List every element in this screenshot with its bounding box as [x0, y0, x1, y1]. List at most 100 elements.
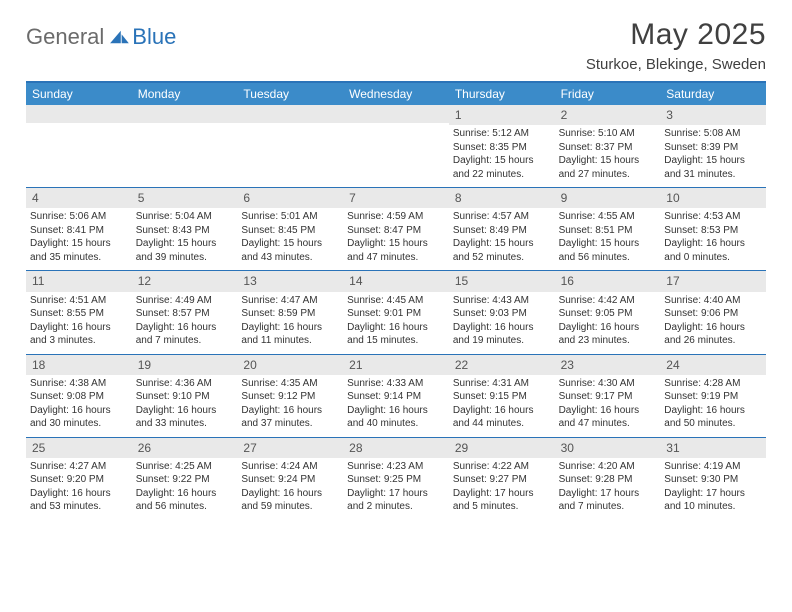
daylight-text: Daylight: 16 hours and 37 minutes.	[241, 404, 339, 431]
sunset-text: Sunset: 8:37 PM	[559, 141, 657, 155]
daylight-text: Daylight: 16 hours and 0 minutes.	[664, 237, 762, 264]
sunrise-text: Sunrise: 4:51 AM	[30, 294, 128, 308]
sunrise-text: Sunrise: 4:28 AM	[664, 377, 762, 391]
daylight-text: Daylight: 17 hours and 2 minutes.	[347, 487, 445, 514]
day-cell: 3Sunrise: 5:08 AMSunset: 8:39 PMDaylight…	[660, 105, 766, 187]
sunrise-text: Sunrise: 4:49 AM	[136, 294, 234, 308]
daylight-text: Daylight: 17 hours and 7 minutes.	[559, 487, 657, 514]
empty-cell	[343, 105, 449, 187]
sunrise-text: Sunrise: 4:35 AM	[241, 377, 339, 391]
sunset-text: Sunset: 8:47 PM	[347, 224, 445, 238]
day-number: 23	[555, 355, 661, 375]
daylight-text: Daylight: 15 hours and 35 minutes.	[30, 237, 128, 264]
day-number: 3	[660, 105, 766, 125]
day-number: 31	[660, 438, 766, 458]
sunrise-text: Sunrise: 4:20 AM	[559, 460, 657, 474]
sunrise-text: Sunrise: 4:59 AM	[347, 210, 445, 224]
daylight-text: Daylight: 16 hours and 26 minutes.	[664, 321, 762, 348]
sunset-text: Sunset: 9:01 PM	[347, 307, 445, 321]
day-cell: 5Sunrise: 5:04 AMSunset: 8:43 PMDaylight…	[132, 188, 238, 270]
sunrise-text: Sunrise: 4:57 AM	[453, 210, 551, 224]
day-number: 6	[237, 188, 343, 208]
sunset-text: Sunset: 8:49 PM	[453, 224, 551, 238]
day-number: 11	[26, 271, 132, 291]
week-row: 1 Sunrise: 5:12 AMSunset: 8:35 PM Daylight…	[26, 105, 766, 187]
sunset-text: Sunset: 9:17 PM	[559, 390, 657, 404]
sunrise-text: Sunrise: 5:01 AM	[241, 210, 339, 224]
sunrise-text: Sunrise: 4:45 AM	[347, 294, 445, 308]
sunrise-text: Sunrise: 5:12 AM	[453, 127, 551, 141]
daylight-text: Daylight: 15 hours and 27 minutes.	[559, 154, 657, 181]
sunset-text: Sunset: 8:35 PM	[453, 141, 551, 155]
sunrise-text: Sunrise: 5:10 AM	[559, 127, 657, 141]
sunset-text: Sunset: 9:12 PM	[241, 390, 339, 404]
daylight-text: Daylight: 15 hours and 52 minutes.	[453, 237, 551, 264]
day-number: 26	[132, 438, 238, 458]
day-number: 7	[343, 188, 449, 208]
sunset-text: Sunset: 8:55 PM	[30, 307, 128, 321]
location-text: Sturkoe, Blekinge, Sweden	[586, 56, 766, 73]
day-number: 4	[26, 188, 132, 208]
weekday-label: Sunday	[26, 83, 132, 105]
day-number: 8	[449, 188, 555, 208]
sunset-text: Sunset: 9:14 PM	[347, 390, 445, 404]
day-number: 16	[555, 271, 661, 291]
sunrise-text: Sunrise: 4:27 AM	[30, 460, 128, 474]
sunset-text: Sunset: 9:28 PM	[559, 473, 657, 487]
day-cell: 14Sunrise: 4:45 AMSunset: 9:01 PMDayligh…	[343, 271, 449, 353]
daylight-text: Daylight: 16 hours and 15 minutes.	[347, 321, 445, 348]
sunrise-text: Sunrise: 4:43 AM	[453, 294, 551, 308]
sunrise-text: Sunrise: 4:23 AM	[347, 460, 445, 474]
sunrise-text: Sunrise: 5:06 AM	[30, 210, 128, 224]
week-row: 11 Sunrise: 4:51 AMSunset: 8:55 PM Dayligh…	[26, 270, 766, 353]
sunset-text: Sunset: 8:41 PM	[30, 224, 128, 238]
daylight-text: Daylight: 16 hours and 19 minutes.	[453, 321, 551, 348]
daylight-text: Daylight: 15 hours and 43 minutes.	[241, 237, 339, 264]
day-number	[26, 105, 132, 123]
sunrise-text: Sunrise: 5:04 AM	[136, 210, 234, 224]
day-cell: 21Sunrise: 4:33 AMSunset: 9:14 PMDayligh…	[343, 355, 449, 437]
calendar-page: General Blue May 2025 Sturkoe, Blekinge,…	[0, 0, 792, 530]
day-number: 21	[343, 355, 449, 375]
day-cell: 20Sunrise: 4:35 AMSunset: 9:12 PMDayligh…	[237, 355, 343, 437]
day-number: 12	[132, 271, 238, 291]
daylight-text: Daylight: 15 hours and 39 minutes.	[136, 237, 234, 264]
sunset-text: Sunset: 8:53 PM	[664, 224, 762, 238]
sunset-text: Sunset: 8:57 PM	[136, 307, 234, 321]
daylight-text: Daylight: 16 hours and 7 minutes.	[136, 321, 234, 348]
day-number: 1	[449, 105, 555, 125]
day-cell: 22Sunrise: 4:31 AMSunset: 9:15 PMDayligh…	[449, 355, 555, 437]
sunset-text: Sunset: 9:30 PM	[664, 473, 762, 487]
day-number	[237, 105, 343, 123]
day-cell: 29Sunrise: 4:22 AMSunset: 9:27 PMDayligh…	[449, 438, 555, 520]
daylight-text: Daylight: 17 hours and 10 minutes.	[664, 487, 762, 514]
day-number: 2	[555, 105, 661, 125]
sunrise-text: Sunrise: 4:30 AM	[559, 377, 657, 391]
day-cell: 1Sunrise: 5:12 AMSunset: 8:35 PMDaylight…	[449, 105, 555, 187]
day-cell: 18Sunrise: 4:38 AMSunset: 9:08 PMDayligh…	[26, 355, 132, 437]
day-cell: 13Sunrise: 4:47 AMSunset: 8:59 PMDayligh…	[237, 271, 343, 353]
sunset-text: Sunset: 9:19 PM	[664, 390, 762, 404]
daylight-text: Daylight: 16 hours and 23 minutes.	[559, 321, 657, 348]
sunset-text: Sunset: 9:10 PM	[136, 390, 234, 404]
title-block: May 2025 Sturkoe, Blekinge, Sweden	[586, 18, 766, 73]
day-cell: 10Sunrise: 4:53 AMSunset: 8:53 PMDayligh…	[660, 188, 766, 270]
sunrise-text: Sunrise: 4:47 AM	[241, 294, 339, 308]
day-cell: 12 Sunrise: 4:49 AMSunset: 8:57 PMDayligh…	[132, 271, 238, 353]
day-number: 27	[237, 438, 343, 458]
sunset-text: Sunset: 8:43 PM	[136, 224, 234, 238]
sunrise-text: Sunrise: 4:53 AM	[664, 210, 762, 224]
calendar: SundayMondayTuesdayWednesdayThursdayFrid…	[26, 81, 766, 520]
weekday-label: Saturday	[660, 83, 766, 105]
daylight-text: Daylight: 15 hours and 31 minutes.	[664, 154, 762, 181]
day-number	[343, 105, 449, 123]
logo-text-general: General	[26, 24, 104, 50]
daylight-text: Daylight: 16 hours and 50 minutes.	[664, 404, 762, 431]
weekday-label: Monday	[132, 83, 238, 105]
day-cell: 16Sunrise: 4:42 AMSunset: 9:05 PMDayligh…	[555, 271, 661, 353]
logo: General Blue	[26, 18, 176, 50]
sunset-text: Sunset: 9:05 PM	[559, 307, 657, 321]
day-cell: 30Sunrise: 4:20 AMSunset: 9:28 PMDayligh…	[555, 438, 661, 520]
sunset-text: Sunset: 9:24 PM	[241, 473, 339, 487]
sunrise-text: Sunrise: 4:22 AM	[453, 460, 551, 474]
